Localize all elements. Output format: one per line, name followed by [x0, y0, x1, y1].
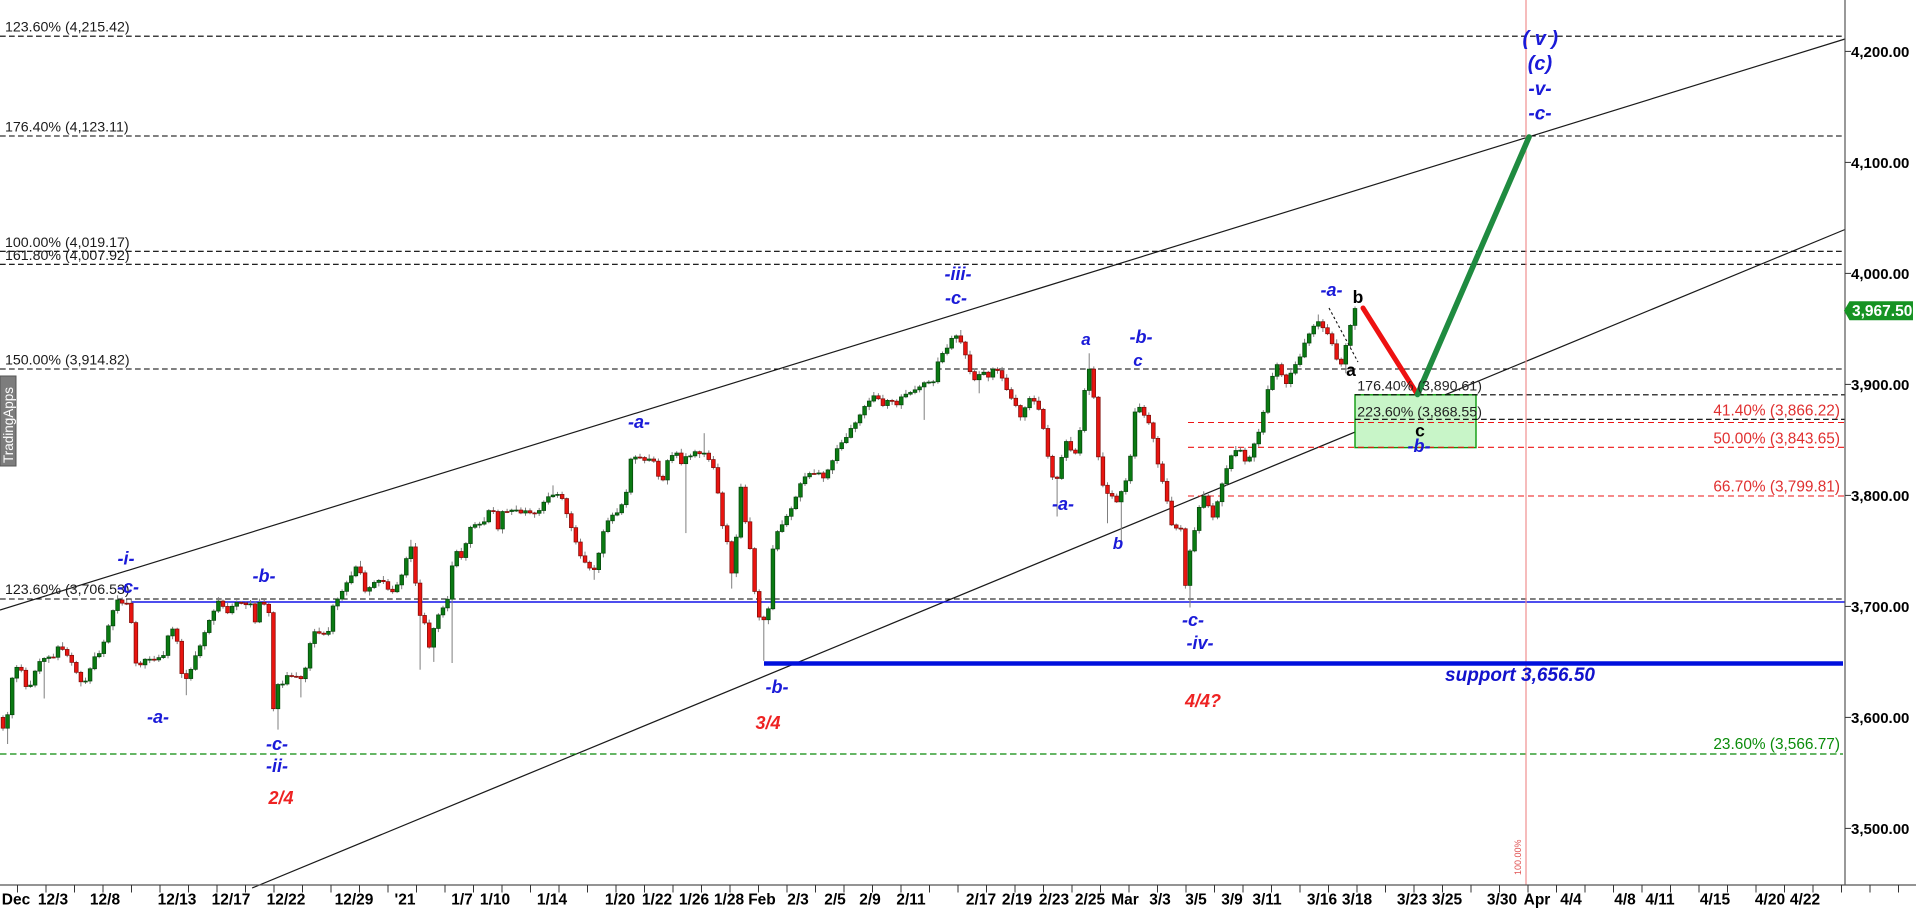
svg-text:150.00% (3,914.82): 150.00% (3,914.82)	[5, 353, 130, 369]
svg-text:2/4: 2/4	[267, 788, 293, 808]
svg-text:TradingApps: TradingApps	[1, 387, 16, 463]
svg-text:50.00% (3,843.65): 50.00% (3,843.65)	[1713, 430, 1840, 447]
svg-text:4/22: 4/22	[1790, 892, 1820, 908]
svg-text:2/9: 2/9	[859, 892, 881, 908]
svg-text:Feb: Feb	[748, 892, 776, 908]
svg-text:66.70% (3,799.81): 66.70% (3,799.81)	[1713, 478, 1840, 495]
svg-text:161.80% (4,007.92): 161.80% (4,007.92)	[5, 248, 130, 264]
svg-text:2/3: 2/3	[787, 892, 809, 908]
svg-text:12/3: 12/3	[38, 892, 69, 908]
svg-text:2/19: 2/19	[1002, 892, 1033, 908]
svg-text:-ii-: -ii-	[266, 756, 288, 776]
svg-text:b: b	[1353, 287, 1364, 307]
svg-text:-c-: -c-	[266, 734, 288, 754]
svg-text:176.40% (4,123.11): 176.40% (4,123.11)	[5, 120, 129, 136]
svg-text:-a-: -a-	[628, 412, 650, 432]
svg-text:41.40% (3,866.22): 41.40% (3,866.22)	[1713, 402, 1840, 419]
svg-text:100.00%: 100.00%	[1513, 839, 1523, 875]
svg-text:-i-: -i-	[118, 549, 135, 569]
svg-text:4/11: 4/11	[1645, 892, 1675, 908]
svg-text:-c-: -c-	[1528, 104, 1551, 125]
svg-text:2/11: 2/11	[896, 892, 926, 908]
svg-text:3/3: 3/3	[1149, 892, 1171, 908]
svg-text:3/23: 3/23	[1397, 892, 1428, 908]
svg-text:3/9: 3/9	[1221, 892, 1243, 908]
svg-text:12/17: 12/17	[212, 892, 251, 908]
svg-text:3/25: 3/25	[1432, 892, 1463, 908]
svg-text:-iv-: -iv-	[1187, 633, 1214, 653]
svg-text:-v-: -v-	[1528, 79, 1551, 100]
svg-text:-a-: -a-	[1052, 494, 1074, 514]
svg-text:4/20: 4/20	[1755, 892, 1785, 908]
svg-text:2/25: 2/25	[1075, 892, 1106, 908]
svg-text:12/29: 12/29	[335, 892, 374, 908]
svg-text:-b-: -b-	[253, 566, 276, 586]
svg-text:23.60% (3,566.77): 23.60% (3,566.77)	[1713, 736, 1840, 753]
svg-text:a: a	[1081, 330, 1090, 349]
svg-text:3,967.50: 3,967.50	[1852, 303, 1912, 320]
svg-text:12/22: 12/22	[267, 892, 306, 908]
svg-text:3/11: 3/11	[1252, 892, 1282, 908]
svg-text:Mar: Mar	[1111, 892, 1139, 908]
svg-text:176.40% (3,890.61): 176.40% (3,890.61)	[1357, 379, 1482, 395]
svg-text:3,600.00: 3,600.00	[1851, 710, 1909, 727]
svg-text:1/26: 1/26	[679, 892, 710, 908]
svg-text:1/14: 1/14	[537, 892, 568, 908]
svg-text:4,000.00: 4,000.00	[1851, 266, 1909, 283]
svg-text:3,800.00: 3,800.00	[1851, 488, 1909, 505]
svg-text:support 3,656.50: support 3,656.50	[1445, 665, 1595, 686]
svg-text:b: b	[1113, 534, 1123, 553]
svg-text:1/28: 1/28	[714, 892, 745, 908]
svg-text:Apr: Apr	[1524, 892, 1551, 908]
svg-text:-a-: -a-	[1321, 280, 1343, 300]
svg-text:100.00% (4,019.17): 100.00% (4,019.17)	[5, 235, 130, 251]
svg-text:-b-: -b-	[766, 677, 789, 697]
svg-text:1/10: 1/10	[480, 892, 510, 908]
svg-text:3,700.00: 3,700.00	[1851, 599, 1909, 616]
svg-text:-c-: -c-	[945, 288, 967, 308]
svg-text:4/4?: 4/4?	[1184, 691, 1221, 711]
svg-text:1/7: 1/7	[451, 892, 473, 908]
svg-text:-c-: -c-	[1182, 610, 1204, 630]
svg-text:3,500.00: 3,500.00	[1851, 821, 1909, 838]
svg-text:4/4: 4/4	[1560, 892, 1582, 908]
svg-text:4,100.00: 4,100.00	[1851, 155, 1909, 172]
svg-text:4,200.00: 4,200.00	[1851, 44, 1909, 61]
svg-text:2/23: 2/23	[1039, 892, 1070, 908]
svg-text:3/30: 3/30	[1487, 892, 1517, 908]
svg-text:c: c	[1133, 351, 1143, 370]
svg-text:c: c	[1415, 420, 1425, 440]
svg-text:12/13: 12/13	[158, 892, 197, 908]
svg-text:4/15: 4/15	[1700, 892, 1731, 908]
svg-text:-iii-: -iii-	[945, 264, 972, 284]
svg-text:3,900.00: 3,900.00	[1851, 377, 1909, 394]
svg-text:4/8: 4/8	[1614, 892, 1636, 908]
svg-text:3/16: 3/16	[1307, 892, 1338, 908]
svg-text:Dec: Dec	[2, 892, 31, 908]
svg-text:-a-: -a-	[147, 707, 169, 727]
svg-text:-c-: -c-	[117, 577, 139, 597]
svg-text:2/17: 2/17	[966, 892, 996, 908]
svg-text:2/5: 2/5	[824, 892, 846, 908]
svg-text:1/20: 1/20	[605, 892, 635, 908]
svg-text:'21: '21	[395, 892, 416, 908]
svg-text:-b-: -b-	[1130, 327, 1153, 347]
svg-text:(c): (c)	[1528, 53, 1553, 75]
svg-text:3/5: 3/5	[1185, 892, 1207, 908]
svg-text:1/22: 1/22	[642, 892, 672, 908]
svg-text:( v ): ( v )	[1523, 28, 1559, 50]
svg-text:3/18: 3/18	[1342, 892, 1373, 908]
svg-text:123.60% (3,706.53): 123.60% (3,706.53)	[5, 582, 130, 598]
svg-text:223.60% (3,868.55): 223.60% (3,868.55)	[1357, 405, 1482, 421]
svg-text:3/4: 3/4	[755, 713, 780, 733]
svg-text:-b-: -b-	[1408, 436, 1431, 456]
svg-text:a: a	[1346, 360, 1356, 380]
svg-text:123.60% (4,215.42): 123.60% (4,215.42)	[5, 19, 130, 35]
svg-text:12/8: 12/8	[90, 892, 121, 908]
